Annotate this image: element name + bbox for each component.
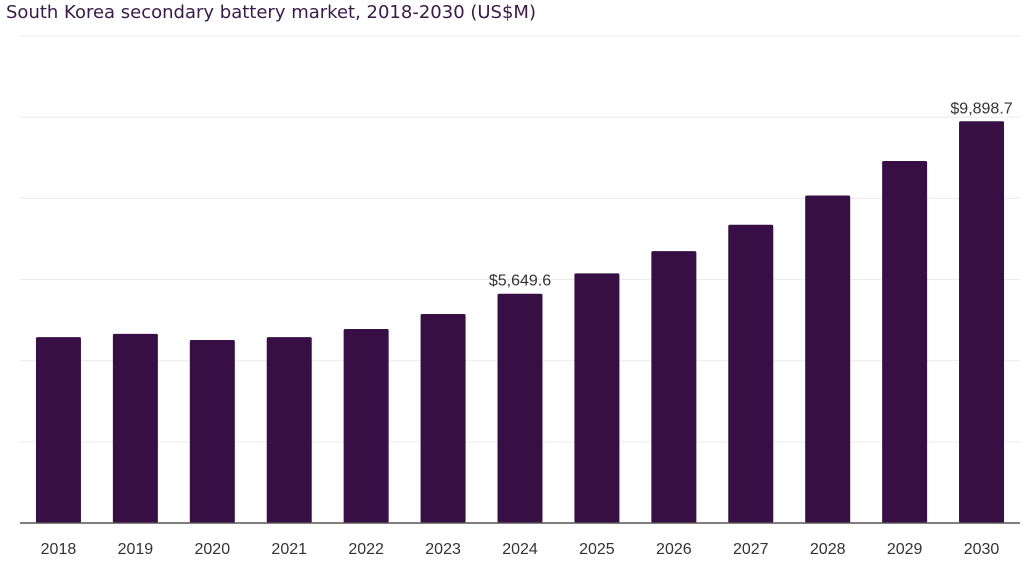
- bar-2026: [651, 251, 697, 523]
- bar-2028: [805, 195, 851, 524]
- x-tick-2030: 2030: [964, 541, 1000, 558]
- x-tick-2021: 2021: [271, 541, 307, 558]
- bar-2029: [882, 161, 928, 523]
- bar-2027: [728, 224, 774, 523]
- chart-title: South Korea secondary battery market, 20…: [6, 2, 536, 23]
- bar-2023: [420, 314, 466, 523]
- bar-2022: [343, 329, 389, 523]
- bar-2020: [189, 339, 235, 523]
- bar-2030: [959, 121, 1005, 523]
- x-tick-2020: 2020: [195, 541, 231, 558]
- x-tick-2024: 2024: [502, 541, 538, 558]
- bar-2025: [574, 273, 620, 523]
- x-tick-2028: 2028: [810, 541, 846, 558]
- data-label-2030: $9,898.7: [950, 100, 1012, 117]
- x-tick-labels: 2018 2019 2020 2021 2022 2023 2024 2025 2026 2027…: [41, 541, 1000, 558]
- bar-2018: [35, 337, 81, 523]
- data-label-2024: $5,649.6: [489, 273, 551, 290]
- bars: [35, 121, 1005, 524]
- x-tick-2029: 2029: [887, 541, 923, 558]
- x-tick-2018: 2018: [41, 541, 77, 558]
- bar-2024: [497, 293, 543, 523]
- bar-2021: [266, 337, 312, 523]
- x-tick-2025: 2025: [579, 541, 615, 558]
- x-tick-2022: 2022: [348, 541, 384, 558]
- x-tick-2023: 2023: [425, 541, 461, 558]
- x-tick-2026: 2026: [656, 541, 692, 558]
- bar-2019: [112, 333, 158, 523]
- x-tick-2027: 2027: [733, 541, 769, 558]
- data-labels: $5,649.6 $9,898.7: [489, 100, 1013, 289]
- x-tick-2019: 2019: [118, 541, 154, 558]
